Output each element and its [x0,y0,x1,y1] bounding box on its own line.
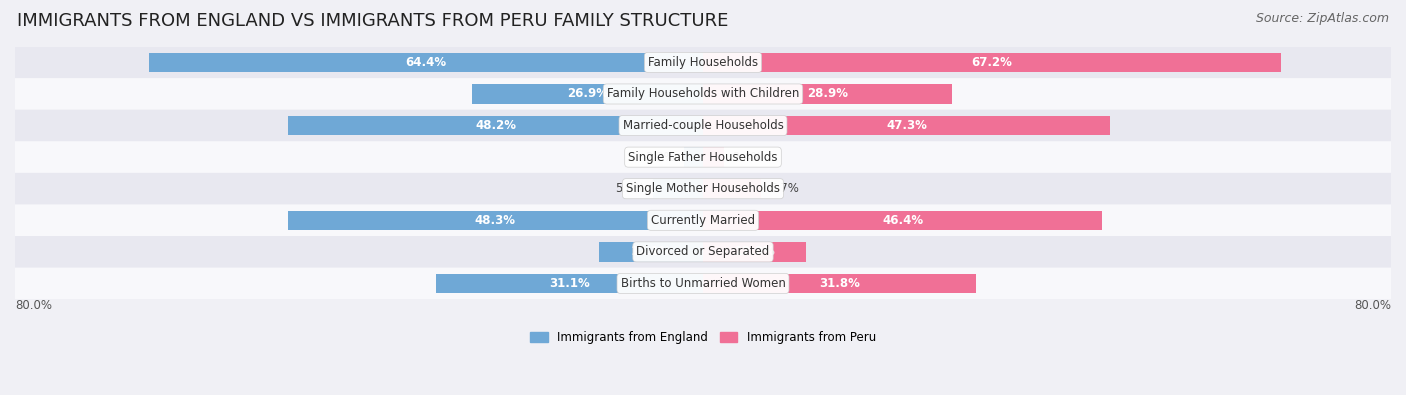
Bar [685,147,703,167]
Bar [288,211,703,230]
Bar [288,116,703,135]
Bar [703,242,806,261]
Bar [703,211,1102,230]
Text: 48.3%: 48.3% [475,214,516,227]
Bar [703,274,977,293]
Text: 31.8%: 31.8% [820,277,860,290]
Bar [703,84,952,104]
Text: Single Mother Households: Single Mother Households [626,182,780,195]
FancyBboxPatch shape [15,78,1391,110]
FancyBboxPatch shape [15,268,1391,299]
FancyBboxPatch shape [15,141,1391,173]
Bar [436,274,703,293]
Text: Divorced or Separated: Divorced or Separated [637,245,769,258]
Bar [471,84,703,104]
FancyBboxPatch shape [15,205,1391,236]
Text: IMMIGRANTS FROM ENGLAND VS IMMIGRANTS FROM PERU FAMILY STRUCTURE: IMMIGRANTS FROM ENGLAND VS IMMIGRANTS FR… [17,12,728,30]
Text: Currently Married: Currently Married [651,214,755,227]
Text: Married-couple Households: Married-couple Households [623,119,783,132]
Legend: Immigrants from England, Immigrants from Peru: Immigrants from England, Immigrants from… [526,327,880,349]
FancyBboxPatch shape [15,236,1391,268]
Text: 48.2%: 48.2% [475,119,516,132]
Bar [703,179,761,199]
FancyBboxPatch shape [15,173,1391,205]
Text: 12.1%: 12.1% [631,245,671,258]
Text: 31.1%: 31.1% [548,277,589,290]
Text: Single Father Households: Single Father Households [628,150,778,164]
Text: 80.0%: 80.0% [15,299,52,312]
Text: 6.7%: 6.7% [769,182,799,195]
Text: 5.8%: 5.8% [614,182,644,195]
Text: 2.2%: 2.2% [645,150,675,164]
Text: 12.0%: 12.0% [734,245,775,258]
FancyBboxPatch shape [15,110,1391,141]
Text: Source: ZipAtlas.com: Source: ZipAtlas.com [1256,12,1389,25]
Text: Family Households: Family Households [648,56,758,69]
Bar [599,242,703,261]
Text: 67.2%: 67.2% [972,56,1012,69]
Text: 2.4%: 2.4% [733,150,762,164]
Text: 64.4%: 64.4% [405,56,447,69]
Text: 80.0%: 80.0% [1354,299,1391,312]
FancyBboxPatch shape [15,47,1391,78]
Text: 26.9%: 26.9% [567,87,607,100]
Bar [149,53,703,72]
Text: 46.4%: 46.4% [882,214,924,227]
Text: Family Households with Children: Family Households with Children [607,87,799,100]
Text: Births to Unmarried Women: Births to Unmarried Women [620,277,786,290]
Bar [654,179,703,199]
Bar [703,53,1281,72]
Bar [703,147,724,167]
Bar [703,116,1109,135]
Text: 47.3%: 47.3% [886,119,927,132]
Text: 28.9%: 28.9% [807,87,848,100]
